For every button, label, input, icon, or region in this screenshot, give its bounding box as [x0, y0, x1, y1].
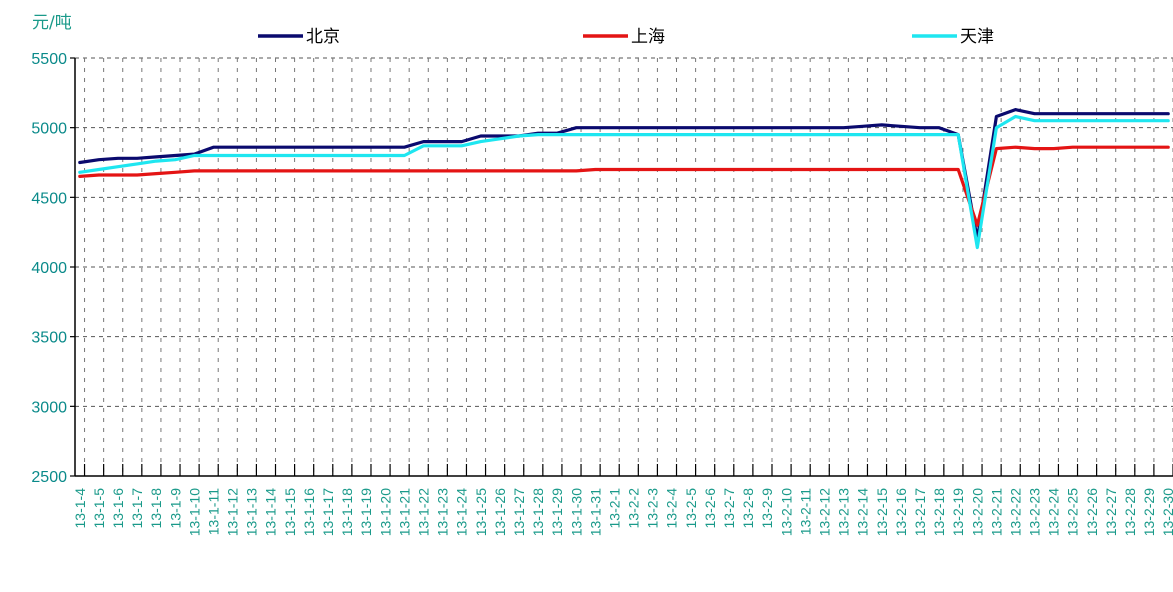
x-tick-label-39: 13-2-12 — [817, 488, 833, 536]
x-tick-label-14: 13-1-18 — [339, 488, 355, 536]
x-tick-label-53: 13-2-26 — [1084, 488, 1100, 536]
x-tick-label-13: 13-1-17 — [320, 488, 336, 536]
legend-label-1: 上海 — [631, 27, 665, 47]
x-tick-label-31: 13-2-4 — [664, 488, 680, 529]
x-tick-label-40: 13-2-13 — [836, 488, 852, 536]
x-tick-label-43: 13-2-16 — [893, 488, 909, 536]
y-tick-label-6: 5500 — [31, 51, 67, 68]
y-tick-label-1: 3000 — [31, 399, 67, 416]
x-tick-label-22: 13-1-26 — [492, 488, 508, 536]
x-tick-label-18: 13-1-22 — [415, 488, 431, 536]
x-tick-label-4: 13-1-8 — [148, 488, 164, 529]
series-line-2 — [78, 114, 1170, 250]
y-tick-label-3: 4000 — [31, 260, 67, 277]
x-tick-label-24: 13-1-28 — [530, 488, 546, 536]
x-tick-label-15: 13-1-19 — [358, 488, 374, 536]
x-tick-label-17: 13-1-21 — [396, 488, 412, 536]
x-tick-label-56: 13-2-29 — [1141, 488, 1157, 536]
series-line-1 — [78, 145, 1170, 227]
series-line-0 — [78, 107, 1170, 241]
x-tick-label-9: 13-1-13 — [244, 488, 260, 536]
x-tick-label-8: 13-1-12 — [225, 488, 241, 536]
y-unit-label: 元/吨 — [32, 13, 72, 33]
x-tick-label-3: 13-1-7 — [129, 488, 145, 529]
x-tick-label-54: 13-2-27 — [1103, 488, 1119, 536]
x-tick-label-25: 13-1-29 — [549, 488, 565, 536]
x-tick-label-33: 13-2-6 — [702, 488, 718, 529]
x-tick-label-57: 13-2-30 — [1160, 488, 1173, 536]
x-tick-label-16: 13-1-20 — [377, 488, 393, 536]
legend-label-2: 天津 — [960, 27, 994, 47]
x-tick-label-55: 13-2-28 — [1122, 488, 1138, 536]
x-tick-label-23: 13-1-27 — [511, 488, 527, 536]
x-tick-label-6: 13-1-10 — [186, 488, 202, 536]
x-tick-label-34: 13-2-7 — [721, 488, 737, 529]
x-tick-label-45: 13-2-18 — [931, 488, 947, 536]
x-tick-label-42: 13-2-15 — [874, 488, 890, 536]
x-tick-label-20: 13-1-24 — [454, 488, 470, 536]
x-tick-label-19: 13-1-23 — [435, 488, 451, 536]
x-tick-label-26: 13-1-30 — [568, 488, 584, 536]
x-tick-label-30: 13-2-3 — [645, 488, 661, 529]
x-tick-label-46: 13-2-19 — [950, 488, 966, 536]
x-tick-label-49: 13-2-22 — [1007, 488, 1023, 536]
x-tick-label-44: 13-2-17 — [912, 488, 928, 536]
series-lines — [78, 107, 1170, 250]
x-tick-label-0: 13-1-4 — [72, 488, 88, 529]
x-tick-label-27: 13-1-31 — [587, 488, 603, 536]
gridlines — [75, 57, 1173, 476]
x-tick-label-10: 13-1-14 — [263, 488, 279, 536]
x-tick-label-48: 13-2-21 — [988, 488, 1004, 536]
y-tick-label-5: 5000 — [31, 121, 67, 138]
x-tick-label-51: 13-2-24 — [1046, 488, 1062, 536]
y-tick-label-4: 4500 — [31, 190, 67, 207]
x-tick-label-11: 13-1-15 — [282, 488, 298, 536]
x-tick-label-29: 13-2-2 — [626, 488, 642, 529]
x-tick-label-47: 13-2-20 — [969, 488, 985, 536]
y-tick-label-2: 3500 — [31, 330, 67, 347]
x-tick-label-2: 13-1-6 — [110, 488, 126, 529]
x-tick-label-36: 13-2-9 — [759, 488, 775, 529]
legend: 北京 上海 天津 — [258, 27, 994, 47]
x-tick-label-52: 13-2-25 — [1065, 488, 1081, 536]
x-tick-label-28: 13-2-1 — [606, 488, 622, 529]
y-axis: 2500 3000 3500 4000 4500 5000 5500 — [31, 51, 76, 486]
x-tick-label-21: 13-1-25 — [473, 488, 489, 536]
x-tick-label-37: 13-2-10 — [778, 488, 794, 536]
x-tick-label-5: 13-1-9 — [167, 488, 183, 529]
legend-label-0: 北京 — [306, 27, 340, 47]
x-tick-label-50: 13-2-23 — [1027, 488, 1043, 536]
x-tick-label-7: 13-1-11 — [205, 488, 221, 535]
x-tick-label-35: 13-2-8 — [740, 488, 756, 529]
y-tick-label-0: 2500 — [31, 469, 67, 486]
x-tick-label-32: 13-2-5 — [683, 488, 699, 529]
x-tick-label-12: 13-1-16 — [301, 488, 317, 536]
x-tick-label-1: 13-1-5 — [91, 488, 107, 529]
x-tick-label-41: 13-2-14 — [855, 488, 871, 536]
x-tick-label-38: 13-2-11 — [797, 488, 813, 535]
x-axis: 13-1-4 13-1-5 13-1-6 13-1-7 13-1-8 13-1-9 13-1… — [72, 464, 1173, 536]
